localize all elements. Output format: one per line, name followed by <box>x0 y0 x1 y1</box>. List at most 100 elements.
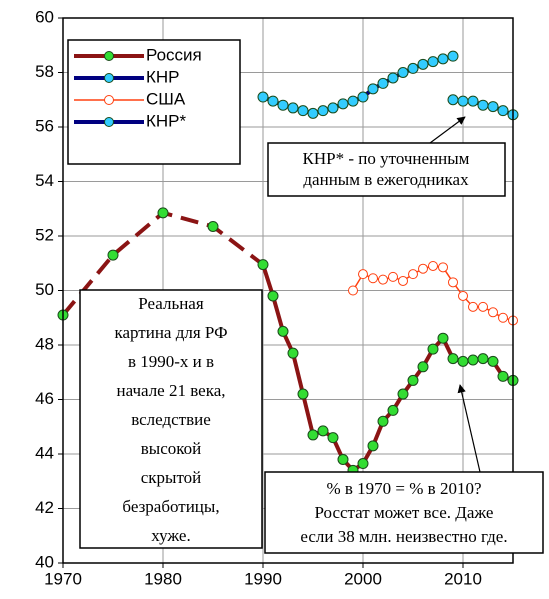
data-point <box>447 50 459 62</box>
data-point <box>257 259 269 271</box>
y-tick-label: 46 <box>35 389 54 408</box>
data-point <box>488 307 498 318</box>
annotations: КНР* - по уточненным данным в ежегодниках… <box>79 116 544 554</box>
data-point <box>457 355 469 367</box>
annotation-box <box>79 289 263 549</box>
data-point <box>307 429 319 441</box>
data-point <box>418 263 428 274</box>
y-tick-label: 52 <box>35 225 54 244</box>
annotation-box <box>264 471 544 554</box>
data-point <box>477 353 489 365</box>
data-point <box>417 58 429 70</box>
data-point <box>317 105 329 117</box>
data-point <box>157 207 169 219</box>
data-point <box>497 105 509 117</box>
data-point <box>408 269 418 280</box>
data-point <box>297 388 309 400</box>
x-tick-label: 2010 <box>444 569 482 588</box>
data-point <box>407 62 419 74</box>
data-point <box>368 273 378 284</box>
series <box>57 50 519 476</box>
annotation-text: вследствие <box>131 410 211 429</box>
y-tick-label: 40 <box>35 552 54 571</box>
data-point <box>437 332 449 344</box>
data-point <box>497 370 509 382</box>
data-point <box>347 95 359 107</box>
data-point <box>467 95 479 107</box>
y-tick-label: 54 <box>35 171 54 190</box>
annotation-text: в 1990-х и в <box>128 352 214 371</box>
data-point <box>447 94 459 106</box>
annotation-text: Реальная <box>138 294 204 313</box>
data-point <box>447 353 459 365</box>
data-point <box>327 102 339 114</box>
data-point <box>367 440 379 452</box>
data-point <box>438 262 448 273</box>
data-point <box>267 95 279 107</box>
data-point <box>387 72 399 84</box>
annotation-text: скрытой <box>141 468 202 487</box>
data-point <box>357 91 369 103</box>
x-tick-label: 2000 <box>344 569 382 588</box>
legend-box <box>67 39 241 165</box>
data-point <box>287 102 299 114</box>
data-point <box>297 105 309 117</box>
data-point <box>287 347 299 359</box>
data-point <box>428 260 438 271</box>
data-point <box>398 275 408 286</box>
data-point <box>337 453 349 465</box>
data-point <box>458 290 468 301</box>
data-point <box>387 404 399 416</box>
data-point <box>397 67 409 78</box>
data-point <box>487 101 499 113</box>
legend-label: Россия <box>146 45 202 64</box>
legend-marker <box>104 51 114 61</box>
data-point <box>407 374 419 386</box>
annotation-text: картина для РФ <box>114 323 227 342</box>
legend-marker <box>104 95 114 105</box>
data-point <box>377 415 389 427</box>
data-point <box>107 249 119 261</box>
data-point <box>307 107 319 119</box>
data-point <box>498 312 508 323</box>
legend-marker <box>104 117 114 127</box>
data-point <box>348 285 358 296</box>
data-point <box>467 354 479 366</box>
data-point <box>427 56 439 68</box>
data-point <box>388 271 398 282</box>
annotation-text: данным в ежегодниках <box>303 170 469 189</box>
x-tick-label: 1970 <box>44 569 82 588</box>
data-point <box>358 269 368 280</box>
axes: 40 42 44 46 48 50 52 54 56 58 60 1970 1980 1990 2000 20… <box>35 7 482 588</box>
y-tick-label: 42 <box>35 498 54 517</box>
data-point <box>478 301 488 312</box>
y-tick-label: 58 <box>35 62 54 81</box>
x-tick-label: 1980 <box>144 569 182 588</box>
annotation-text: Росстат может все. Даже <box>315 503 494 522</box>
annotation-text: начале 21 века, <box>116 381 225 400</box>
series-line <box>261 264 514 473</box>
legend-label: КНР <box>146 67 180 86</box>
annotation-text: если 38 млн. неизвестно где. <box>300 527 507 546</box>
data-point <box>437 53 449 65</box>
data-point <box>448 277 458 288</box>
data-point <box>377 77 389 89</box>
data-point <box>207 220 219 232</box>
legend: Россия КНР США КНР* <box>67 39 241 165</box>
y-tick-label: 44 <box>35 443 54 462</box>
annotation-arrow <box>457 384 481 473</box>
annotation-text: безработицы, <box>122 497 219 516</box>
y-tick-label: 50 <box>35 280 54 299</box>
data-point <box>327 432 339 444</box>
y-tick-label: 56 <box>35 116 54 135</box>
annotation-text: % в 1970 = % в 2010? <box>326 479 481 498</box>
annotation-text: высокой <box>141 439 202 458</box>
annotation-text: КНР* - по уточненным <box>303 149 470 168</box>
data-point <box>427 343 439 355</box>
data-point <box>397 388 409 400</box>
data-point <box>457 95 469 107</box>
data-point <box>477 99 489 111</box>
data-point <box>317 425 329 437</box>
x-tick-label: 1990 <box>244 569 282 588</box>
